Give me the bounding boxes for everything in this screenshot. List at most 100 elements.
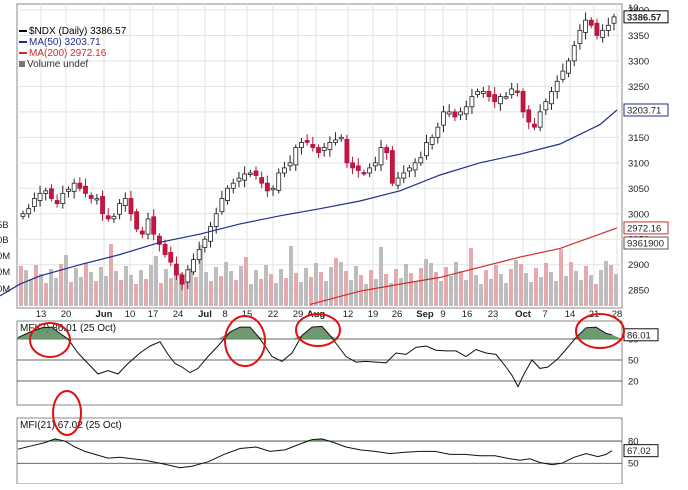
candle-body [543,101,549,111]
price-tick-label: 3150 [628,133,649,144]
volume-bar [334,258,338,306]
x-tick-label: 29 [293,309,304,320]
mfi21-tag-label: 67.02 [627,446,651,457]
legend-volume: Volume undef [19,59,126,70]
volume-bar [424,259,428,306]
volume-bar [114,271,118,306]
candle-body [395,177,401,186]
volume-bar [489,279,493,306]
volume-bar [164,269,168,306]
candle-body [117,203,123,215]
candle-body [520,91,526,113]
volume-axis-label: 0M [0,267,10,278]
candle-body [344,138,350,164]
candle-body [230,182,236,189]
volume-bar [154,256,158,306]
x-tick-label: 28 [612,309,623,320]
x-tick-label: 22 [268,309,279,320]
volume-bar [589,275,593,306]
volume-bar [449,276,453,306]
candle-body [600,29,606,38]
volume-bar [229,271,233,306]
candle-body [31,198,37,208]
volume-bar [134,284,138,306]
candle-body [537,111,543,128]
volume-bar [199,245,203,306]
candle-body [441,111,446,126]
volume-bar [119,280,123,306]
price-tick-label: 10 [628,3,639,14]
candle-body [43,190,49,194]
candle-body [54,200,60,204]
price-tag-label: 3203.71 [627,105,661,116]
candle-body [196,249,202,261]
volume-bar [284,278,288,306]
mfi21-title: MFI(21) 67.02 (25 Oct) [20,420,122,431]
candle-body [571,45,577,62]
volume-bar [144,279,148,306]
x-tick-label: Jun [96,309,113,320]
candle-body [304,140,310,143]
candle-body [577,29,583,45]
bottom-strip [0,484,688,490]
volume-bar [579,280,583,306]
volume-bar [274,283,278,306]
volume-bar [409,273,413,306]
volume-bar [529,282,533,306]
candle-body [20,213,26,217]
price-tick-label: 3300 [628,56,649,67]
candle-body [282,167,287,174]
legend-ma50: MA(50) 3203.71 [19,37,126,48]
candle-body [299,142,304,148]
volume-bar [224,262,228,306]
candle-body [259,177,265,184]
volume-bar [469,248,473,306]
candle-body [355,165,361,171]
candle-body [134,211,140,230]
volume-bar [219,276,223,306]
price-tick-label: 3350 [628,31,649,42]
volume-bar [214,267,218,306]
x-tick-label: 10 [125,309,136,320]
mfi21-line [17,438,613,469]
x-tick-label: Jul [198,309,212,320]
volume-bar [84,263,88,306]
candle-body [156,235,162,245]
volume-bar [389,283,393,306]
price-tick-label: 3250 [628,82,649,93]
annotation-circle [295,313,341,347]
candle-body [49,188,54,199]
volume-bar [584,266,588,306]
legend-ndx-swatch [19,30,27,33]
annotation-circle [52,390,82,436]
volume-bar [604,261,608,306]
candle-body [532,123,537,128]
candle-body [88,195,94,199]
candle-body [276,172,282,191]
x-tick-label: 19 [368,309,379,320]
mfi21-level-label: 50 [628,459,639,470]
candle-body [605,24,611,31]
legend-ma50-label: MA(50) 3203.71 [29,37,101,48]
candle-body [94,198,100,201]
volume-bar [249,284,253,306]
candle-body [549,91,554,105]
candle-body [60,192,66,204]
price-tag-label: 2972.16 [627,223,661,234]
price-tick-label: 2900 [628,260,649,271]
volume-bar [509,269,513,306]
candle-body [236,177,242,182]
volume-bar [609,265,613,306]
volume-bar [79,277,83,306]
x-tick-label: 17 [148,309,159,320]
x-tick-label: 7 [542,309,547,320]
candle-body [83,185,88,194]
x-tick-label: 14 [565,309,576,320]
legend-ma200: MA(200) 2972.16 [19,48,126,59]
candle-body [270,187,276,191]
candle-body [469,96,475,108]
candle-body [424,142,429,157]
volume-bar [569,262,573,306]
volume-bar [599,270,603,306]
volume-bar [594,284,598,306]
